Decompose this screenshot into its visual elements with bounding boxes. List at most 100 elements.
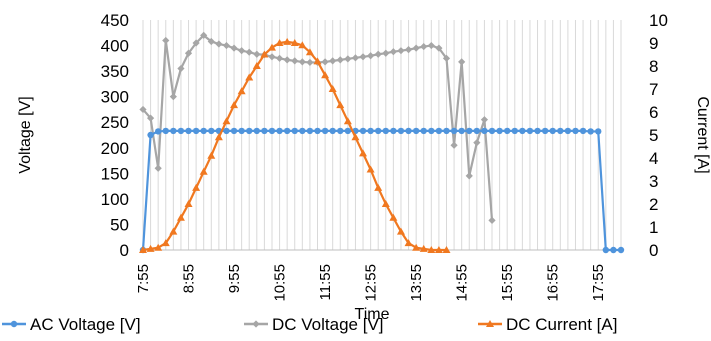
data-point <box>238 127 245 135</box>
data-point <box>564 127 572 135</box>
data-point <box>435 127 443 135</box>
data-point <box>275 54 284 62</box>
data-point <box>572 127 579 135</box>
data-point <box>351 133 360 141</box>
legend-label: AC Voltage [V] <box>30 315 141 334</box>
data-point <box>420 127 427 135</box>
data-point <box>214 133 223 141</box>
data-point <box>170 127 177 135</box>
data-point <box>184 200 193 207</box>
data-point <box>480 116 489 124</box>
x-tick-label: 10:55 <box>272 264 289 302</box>
x-tick-label: 15:55 <box>499 264 516 302</box>
data-point <box>488 216 496 224</box>
data-point <box>442 54 451 62</box>
data-point <box>192 127 200 135</box>
data-point <box>154 128 162 135</box>
data-point <box>579 127 587 135</box>
data-point <box>177 127 185 135</box>
data-point <box>466 127 473 135</box>
data-point <box>10 320 18 328</box>
data-point <box>375 127 382 135</box>
data-point <box>230 44 238 52</box>
data-point <box>450 127 458 135</box>
x-tick-label: 9:55 <box>226 264 243 293</box>
y-tick-label: 150 <box>101 164 129 183</box>
data-point <box>366 165 375 173</box>
y2-tick-label: 2 <box>649 195 658 214</box>
data-point <box>215 40 223 48</box>
data-point <box>177 64 185 73</box>
data-point <box>207 151 216 159</box>
data-point <box>290 39 299 46</box>
x-tick-label: 17:55 <box>590 264 607 302</box>
data-point <box>298 41 307 49</box>
data-point <box>314 127 321 135</box>
data-point <box>367 127 374 135</box>
data-point <box>268 127 276 135</box>
series-0 <box>139 127 625 254</box>
data-point <box>147 131 154 139</box>
legend-label: DC Voltage [V] <box>272 315 384 334</box>
data-point <box>192 183 201 191</box>
data-point <box>488 127 496 135</box>
legend-item: DC Voltage [V] <box>244 315 384 334</box>
y2-tick-label: 1 <box>649 218 658 237</box>
data-point <box>405 127 412 135</box>
data-point <box>404 46 413 54</box>
data-point <box>252 62 261 69</box>
data-point <box>161 239 170 247</box>
data-point <box>442 246 451 253</box>
x-tick-label: 16:55 <box>545 264 562 302</box>
data-point <box>162 36 170 45</box>
data-point <box>267 43 276 51</box>
data-point <box>139 246 147 253</box>
y2-tick-label: 10 <box>649 11 668 30</box>
data-point <box>305 48 314 56</box>
right-axis-ticks: 0 1 2 3 4 5 6 7 8 9 10 <box>649 11 668 260</box>
x-tick-label: 14:55 <box>454 264 471 302</box>
data-point <box>337 127 344 135</box>
data-point <box>367 52 375 60</box>
data-point <box>519 127 526 135</box>
data-point <box>276 127 283 135</box>
y-tick-label: 100 <box>101 190 129 209</box>
data-point <box>344 127 352 135</box>
data-point <box>199 167 208 175</box>
data-point <box>541 127 549 135</box>
data-point <box>359 127 367 135</box>
data-point <box>238 47 246 55</box>
data-point <box>146 114 155 122</box>
left-axis-ticks: 0 50 100 150 200 250 300 350 400 450 <box>101 11 129 260</box>
data-point <box>291 127 298 135</box>
data-point <box>420 42 428 51</box>
legend: AC Voltage [V] DC Voltage [V] DC Current [… <box>2 315 617 334</box>
data-point <box>496 127 503 135</box>
data-point <box>427 41 435 50</box>
data-point <box>321 58 329 66</box>
data-point <box>306 58 314 67</box>
data-point <box>299 127 306 135</box>
data-point <box>245 73 254 81</box>
y-tick-label: 450 <box>101 11 129 30</box>
data-point <box>351 54 360 62</box>
data-point <box>329 127 336 135</box>
data-point <box>313 57 322 65</box>
data-point <box>503 127 511 135</box>
data-point <box>223 127 230 135</box>
data-point <box>246 127 253 135</box>
data-point <box>146 244 155 252</box>
data-point <box>481 127 488 135</box>
data-point <box>458 58 466 66</box>
data-point <box>450 141 458 149</box>
data-point <box>306 127 314 135</box>
data-point <box>602 246 610 254</box>
data-point <box>237 87 246 95</box>
data-point <box>511 127 518 135</box>
y2-tick-label: 6 <box>649 103 658 122</box>
data-point <box>465 172 473 180</box>
data-point <box>230 101 239 109</box>
data-point <box>200 127 207 135</box>
data-point <box>412 127 420 135</box>
data-point <box>192 39 200 47</box>
